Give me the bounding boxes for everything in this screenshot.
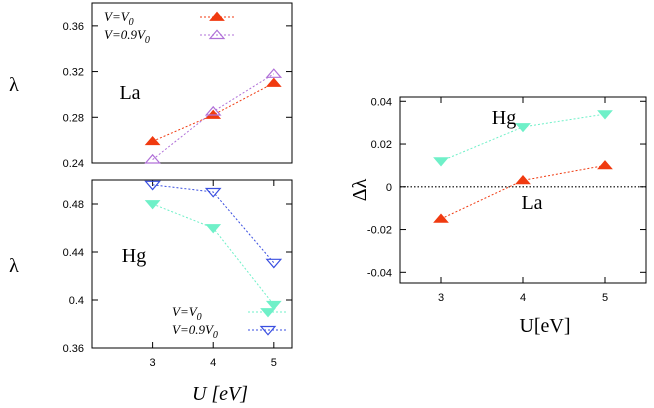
bottom-left-series-1-point (144, 180, 161, 191)
bottom-left-legend-label: V=V0 (172, 304, 202, 323)
right-ytick-label: 0.02 (371, 139, 392, 151)
bottom-left-legend-marker (259, 325, 277, 336)
bottom-left-series-0-point (265, 300, 282, 311)
right-series-0-line (440, 113, 606, 162)
bottom-left-ytick-label: 0.48 (63, 199, 84, 211)
bottom-left-legend-label: V=0.9V0 (172, 322, 218, 341)
right-xtick-label: 5 (602, 292, 608, 304)
bottom-left-ytick-label: 0.4 (69, 295, 84, 307)
right-series-1-point (433, 213, 449, 223)
right-series-1-point (515, 175, 531, 185)
bottom-left-panel-label: Hg (122, 245, 146, 267)
top-left-ytick-label: 0.24 (63, 158, 84, 170)
right-series-0-point (433, 157, 449, 167)
top-left-ylabel: λ (9, 74, 19, 96)
right-series-0-point (597, 110, 613, 120)
ticks-layer: 0.24 0.28 0.32 0.36 0.36 0.4 0.44 0.48 3 4 5 -0.04 -… (63, 21, 646, 369)
right-series-0-point (515, 123, 531, 133)
top-left-series-1-point (144, 153, 161, 164)
bottom-left-ytick-label: 0.36 (63, 343, 84, 355)
bottom-left-ytick-label: 0.44 (63, 247, 84, 259)
top-left-legend-marker (208, 29, 226, 40)
bottom-left-series-1-point (204, 187, 222, 198)
bottom-left-xtick-label: 5 (271, 357, 277, 369)
top-left-legend-label: V=V0 (104, 9, 134, 28)
top-left-ytick-label: 0.28 (63, 112, 84, 124)
right-xlabel: U[eV] (519, 315, 570, 337)
right-ylabel: Δλ (349, 178, 371, 201)
top-left-panel-label: La (119, 82, 140, 104)
right-xtick-label: 4 (520, 292, 526, 304)
top-left-series-1-point (265, 68, 283, 78)
top-left-ytick-label: 0.32 (63, 67, 84, 79)
right-ytick-label: -0.02 (367, 225, 392, 237)
right-series-1-point (597, 160, 613, 170)
bottom-left-plot-frame (91, 179, 293, 349)
right-ytick-label: -0.04 (367, 267, 392, 279)
bottom-left-legend-marker (260, 308, 276, 318)
bottom-left-series-1-line (152, 184, 275, 264)
top-left-legend-marker (209, 11, 225, 21)
bottom-left-xlabel: U [eV] (192, 383, 248, 405)
top-left-legend-label: V=0.9V0 (104, 27, 150, 46)
bottom-left-series-1-point (265, 258, 283, 269)
top-left-series-0-point (205, 109, 222, 119)
right-annotation-hg: Hg (492, 107, 516, 129)
bottom-left-ylabel: λ (9, 255, 19, 277)
bottom-left-series-0-line (152, 203, 275, 306)
bottom-left-xtick-label: 4 (210, 357, 216, 369)
bottom-left-xtick-label: 3 (150, 357, 156, 369)
right-annotation-la: La (521, 192, 542, 214)
top-left-series-0-point (144, 135, 161, 146)
bottom-left-series-0-point (205, 224, 222, 234)
markers-layer (144, 68, 613, 311)
bottom-left-series-0-point (144, 200, 161, 210)
right-ytick-label: 0 (386, 182, 392, 194)
top-left-ytick-label: 0.36 (63, 21, 84, 33)
series-lines-layer (152, 73, 646, 306)
right-ytick-label: 0.04 (371, 96, 392, 108)
top-left-series-1-point (204, 105, 222, 116)
top-left-series-0-point (265, 77, 282, 87)
top-left-plot-frame (91, 2, 293, 164)
right-xtick-label: 3 (438, 292, 444, 304)
